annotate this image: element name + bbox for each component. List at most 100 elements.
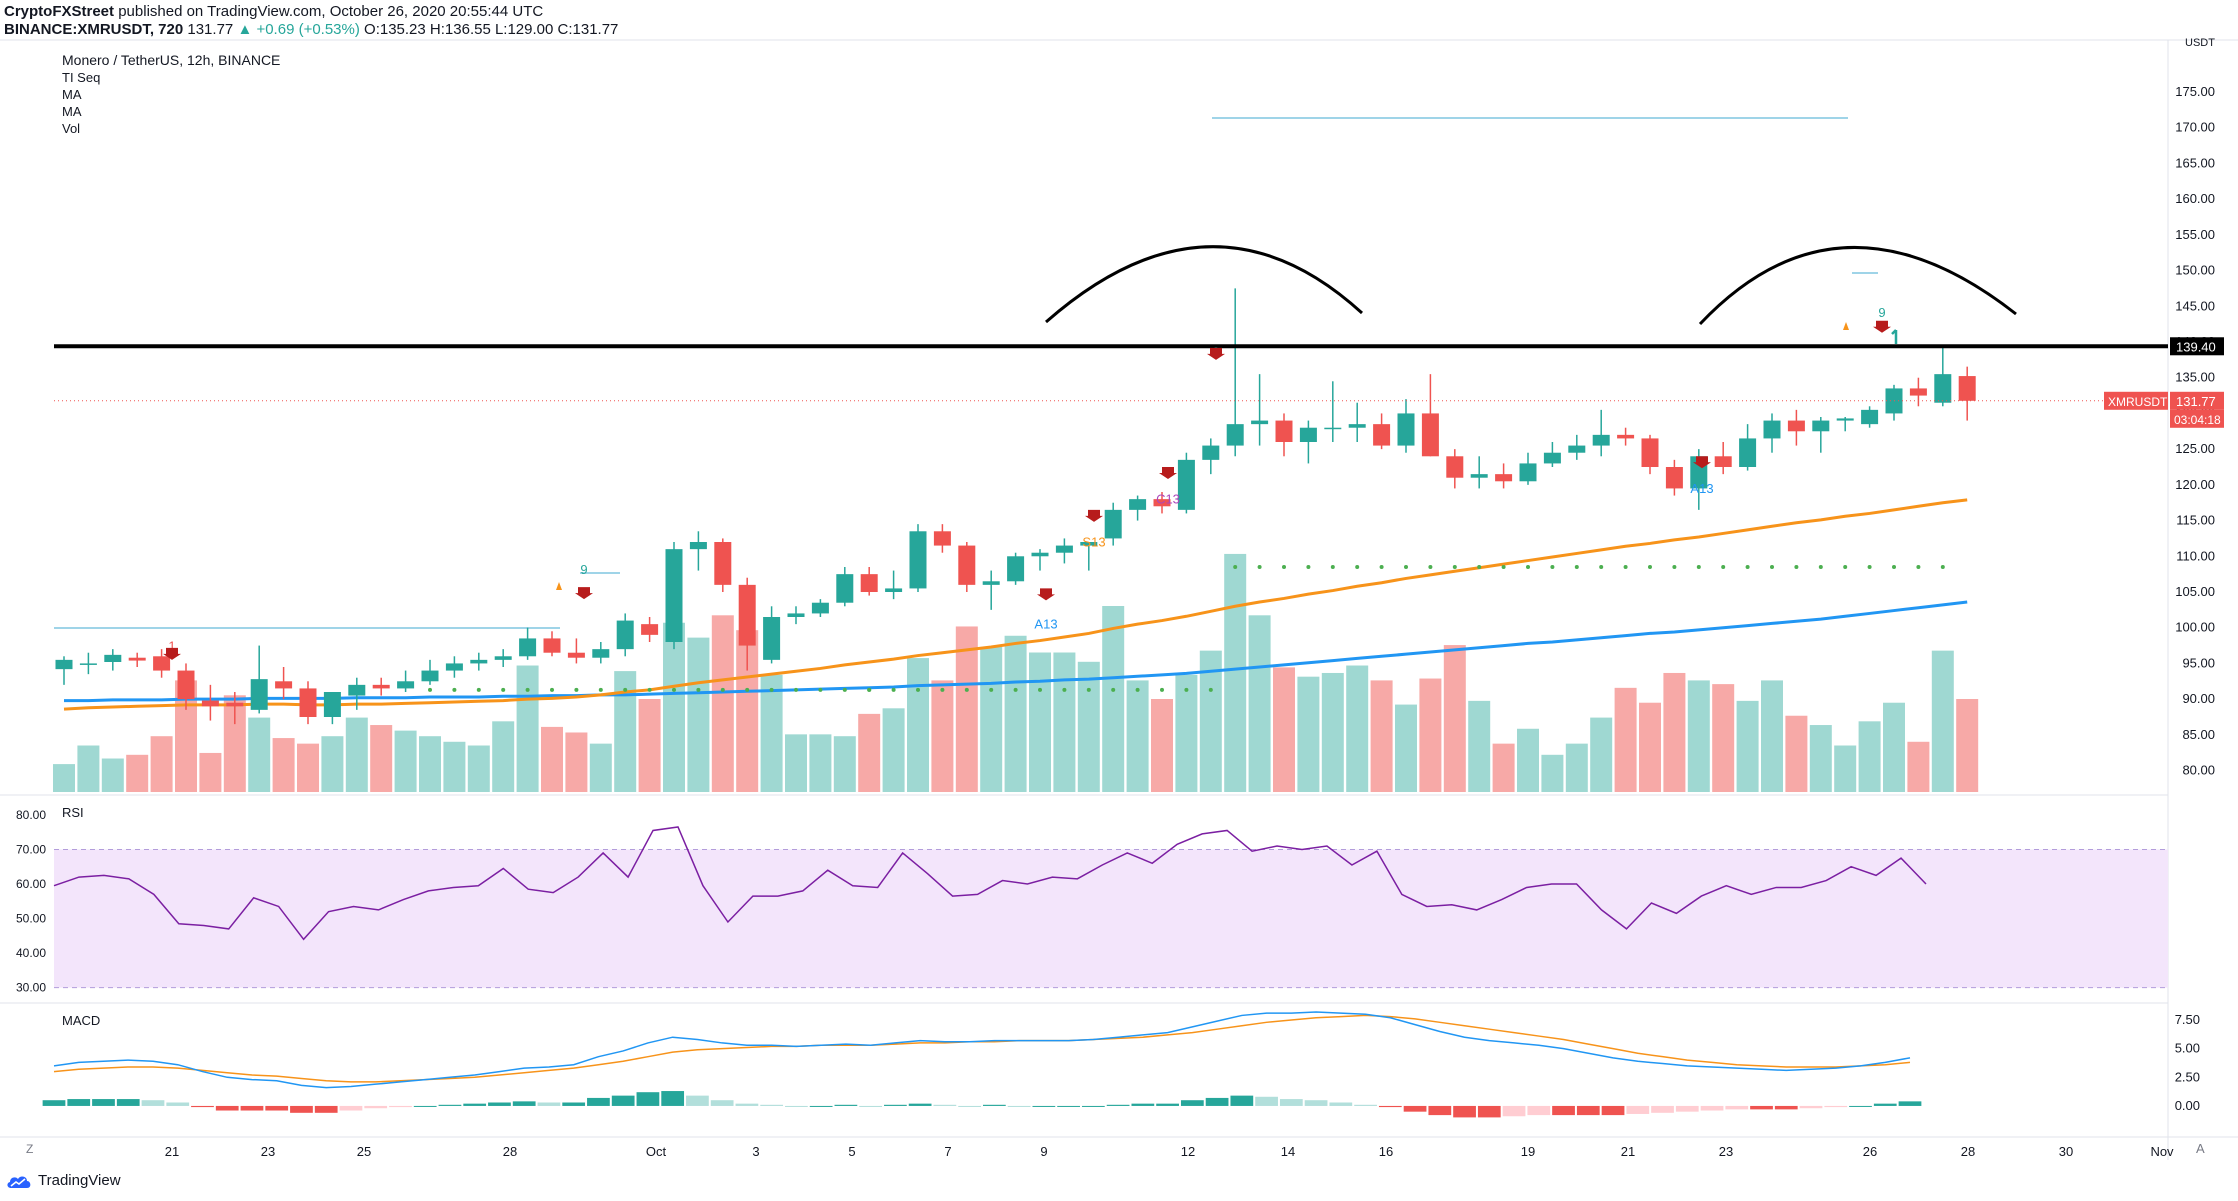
candle-body[interactable]	[787, 613, 805, 617]
candle-body[interactable]	[1665, 467, 1683, 489]
candle-body[interactable]	[470, 659, 488, 664]
candle-body[interactable]	[592, 649, 610, 658]
candle-body[interactable]	[1519, 463, 1537, 482]
candle-body[interactable]	[1592, 434, 1610, 446]
macd-axis[interactable]: 0.00 2.50 5.00 7.50	[2175, 1012, 2200, 1113]
candle-body[interactable]	[1251, 420, 1269, 425]
legend-td-seq[interactable]: TI Seq	[62, 70, 101, 85]
candle-body[interactable]	[811, 602, 829, 614]
arc-right[interactable]	[1698, 246, 2017, 326]
candle-body[interactable]	[1763, 420, 1781, 439]
candle-body[interactable]	[1031, 552, 1049, 557]
legend-volume[interactable]: Vol	[62, 121, 81, 136]
candle-body[interactable]	[714, 542, 732, 585]
td-support-dot	[842, 687, 847, 692]
candle-body[interactable]	[250, 679, 268, 710]
arc-left[interactable]	[1045, 245, 1364, 324]
candle-body[interactable]	[1153, 499, 1171, 507]
candle-body[interactable]	[372, 684, 390, 689]
candle-body[interactable]	[1226, 424, 1244, 446]
candle-body[interactable]	[226, 702, 244, 707]
candle-body[interactable]	[1470, 474, 1488, 478]
candle-body[interactable]	[1543, 452, 1561, 464]
candle-body[interactable]	[567, 652, 585, 658]
candle-body[interactable]	[860, 574, 878, 592]
tradingview-logo[interactable]: TradingView	[6, 1172, 121, 1189]
candle-body[interactable]	[1958, 376, 1976, 401]
candle-body[interactable]	[55, 659, 73, 670]
macd-histogram-bar	[636, 1092, 660, 1106]
candle-body[interactable]	[128, 657, 146, 661]
candle-body[interactable]	[104, 654, 122, 662]
candle-body[interactable]	[1787, 420, 1805, 432]
candle-body[interactable]	[1421, 413, 1439, 457]
candle-body[interactable]	[445, 663, 463, 671]
td-resistance-dot	[1379, 565, 1384, 569]
volume-bar	[1175, 674, 1198, 792]
time-tick-label: 30	[2059, 1144, 2073, 1159]
candle-body[interactable]	[1275, 420, 1293, 442]
candle-body[interactable]	[836, 574, 854, 603]
candle-body[interactable]	[1861, 409, 1879, 425]
rsi-axis[interactable]: 30.00 40.00 50.00 60.00 70.00 80.00	[16, 808, 46, 995]
td-resistance-dot	[1306, 565, 1311, 569]
macd-histogram-bar	[735, 1103, 759, 1106]
candle-body[interactable]	[153, 656, 171, 671]
candle-body[interactable]	[1177, 459, 1195, 510]
candle-body[interactable]	[79, 663, 97, 665]
candle-body[interactable]	[299, 688, 317, 717]
candle-body[interactable]	[421, 670, 439, 682]
legend-ma-slow[interactable]: MA	[62, 104, 82, 119]
candle-body[interactable]	[1446, 456, 1464, 478]
candle-body[interactable]	[1007, 556, 1025, 582]
candle-body[interactable]	[1202, 445, 1220, 460]
candle-body[interactable]	[665, 549, 683, 642]
candle-body[interactable]	[1373, 424, 1391, 446]
candle-body[interactable]	[689, 542, 707, 550]
candle-body[interactable]	[1495, 474, 1513, 482]
candle-body[interactable]	[909, 531, 927, 589]
candle-body[interactable]	[738, 584, 756, 646]
candle-body[interactable]	[933, 531, 951, 546]
candle-body[interactable]	[641, 624, 659, 635]
candle-body[interactable]	[1348, 424, 1366, 428]
candle-body[interactable]	[1129, 499, 1147, 510]
candle-body[interactable]	[1397, 413, 1415, 446]
candle-body[interactable]	[543, 638, 561, 653]
candle-body[interactable]	[1812, 420, 1830, 432]
candle-body[interactable]	[348, 684, 366, 696]
candle-body[interactable]	[1055, 545, 1073, 553]
candle-body[interactable]	[958, 545, 976, 585]
candle-body[interactable]	[494, 656, 512, 660]
legend-ma-fast[interactable]: MA	[62, 87, 82, 102]
candle-body[interactable]	[982, 581, 1000, 585]
zoom-reset-button[interactable]: Z	[26, 1142, 33, 1156]
candle-body[interactable]	[763, 617, 781, 660]
candle-body[interactable]	[1080, 542, 1098, 546]
auto-scale-button[interactable]: A	[2196, 1141, 2205, 1156]
candle-body[interactable]	[1714, 456, 1732, 467]
candle-body[interactable]	[1299, 427, 1317, 442]
price-axis[interactable]: 80.00 85.00 90.00 95.00 100.00 105.00 110.00 11…	[2175, 84, 2215, 778]
candle-body[interactable]	[885, 588, 903, 592]
candle-body[interactable]	[1568, 445, 1586, 453]
candle-body[interactable]	[1909, 388, 1927, 396]
candle-body[interactable]	[1104, 509, 1122, 539]
candle-body[interactable]	[616, 620, 634, 650]
candle-body[interactable]	[201, 700, 219, 707]
candle-body[interactable]	[1934, 374, 1952, 403]
candle-body[interactable]	[1324, 427, 1342, 430]
candle-body[interactable]	[177, 670, 195, 700]
publisher-name[interactable]: CryptoFXStreet	[4, 3, 115, 20]
candle-body[interactable]	[397, 681, 415, 689]
time-axis[interactable]: 21 23 25 28 Oct 3 5 7 9 12 14 16 19 21 23 26 28 30 Nov	[165, 1144, 2174, 1159]
candle-body[interactable]	[1739, 438, 1757, 467]
candle-body[interactable]	[323, 692, 341, 717]
candles[interactable]	[55, 288, 1976, 725]
candle-body[interactable]	[275, 681, 293, 689]
candle-body[interactable]	[1641, 438, 1659, 467]
candle-body[interactable]	[519, 638, 537, 657]
candle-body[interactable]	[1617, 434, 1635, 439]
candle-body[interactable]	[1836, 418, 1854, 421]
